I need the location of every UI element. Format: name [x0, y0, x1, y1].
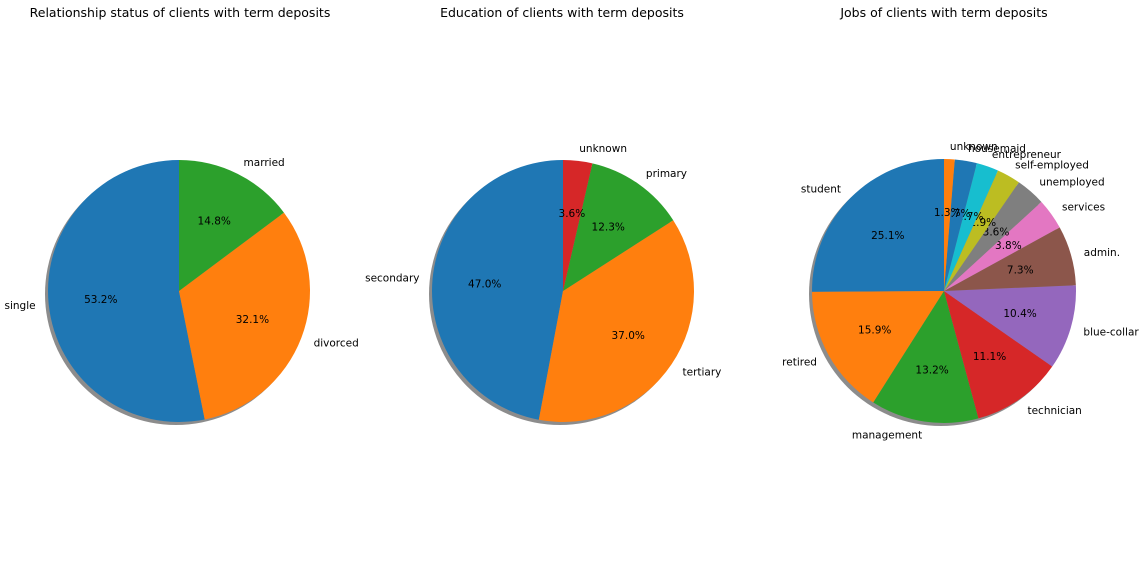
slice-percent-technician: 11.1% [973, 351, 1006, 363]
slice-label-tertiary: tertiary [683, 367, 722, 379]
slice-label-technician: technician [1027, 405, 1081, 417]
pie-slice-services [944, 201, 1060, 291]
slice-percent-student: 25.1% [871, 230, 904, 242]
slice-percent-admin: 7.3% [1007, 265, 1034, 277]
pie-slice-retired [812, 291, 944, 403]
slice-percent-retired: 15.9% [858, 324, 891, 336]
slice-label-blue-collar: blue-collar [1083, 327, 1139, 339]
pie-education: secondary 47.0% tertiary 37.0% primary 12.3% u… [365, 143, 721, 425]
slice-label-divorced: divorced [314, 338, 359, 350]
pie-slice-secondary [432, 160, 563, 420]
pie-slice-married [179, 160, 284, 291]
slice-label-student: student [801, 184, 841, 196]
slice-percent-married: 14.8% [198, 216, 231, 228]
slice-percent-unknown: 3.6% [559, 208, 586, 220]
slice-percent-tertiary: 37.0% [612, 330, 645, 342]
slice-label-secondary: secondary [365, 273, 419, 285]
slice-label-unknown: unknown [950, 141, 998, 153]
pie-slice-management [873, 291, 979, 423]
slice-label-primary: primary [646, 168, 687, 180]
pie-slice-primary [563, 163, 674, 291]
pie-slice-tertiary [538, 220, 694, 422]
chart-title-jobs: Jobs of clients with term deposits [839, 5, 1047, 20]
slice-label-unknown: unknown [579, 143, 627, 155]
pie-slice-divorced [179, 212, 310, 420]
slice-label-retired: retired [782, 356, 817, 368]
pie-slice-housemaid [944, 159, 977, 291]
slice-percent-primary: 12.3% [592, 222, 625, 234]
slice-label-married: married [244, 157, 285, 169]
slice-percent-blue-collar: 10.4% [1003, 308, 1036, 320]
slice-label-unemployed: unemployed [1039, 176, 1104, 188]
pie-slice-unknown [563, 160, 593, 291]
slice-percent-secondary: 47.0% [468, 279, 501, 291]
slice-percent-divorced: 32.1% [236, 314, 269, 326]
pie-slice-unknown [944, 159, 955, 291]
pie-slice-admin [944, 227, 1076, 291]
chart-title-relationship: Relationship status of clients with term… [30, 5, 331, 20]
pie-jobs: student 25.1% retired 15.9% management 13.2% t… [782, 141, 1139, 442]
pie-slice-student [811, 159, 944, 292]
slice-label-services: services [1062, 201, 1105, 213]
chart-title-education: Education of clients with term deposits [440, 5, 684, 20]
slice-label-single: single [5, 300, 36, 312]
pie-slice-technician [944, 291, 1053, 419]
slice-label-admin: admin. [1084, 247, 1120, 259]
pie-slice-single [48, 160, 205, 422]
slice-label-self-employed: self-employed [1015, 159, 1089, 171]
slice-percent-services: 3.8% [995, 240, 1022, 252]
pie-slice-blue-collar [944, 285, 1076, 367]
slice-percent-self-employed: 2.9% [969, 217, 996, 229]
pie-slice-entrepreneur [944, 163, 998, 291]
slice-label-management: management [852, 430, 922, 442]
pie-slice-self-employed [944, 170, 1019, 291]
slice-percent-unemployed: 3.6% [983, 226, 1010, 238]
slice-percent-unknown: 1.3% [934, 207, 961, 219]
slice-percent-single: 53.2% [84, 294, 117, 306]
slice-percent-management: 13.2% [915, 364, 948, 376]
pie-slice-unemployed [944, 182, 1042, 291]
slice-label-housemaid: housemaid [968, 143, 1026, 155]
pie-relationship: single 53.2% divorced 32.1% married 14.8% [5, 157, 359, 425]
slice-label-entrepreneur: entrepreneur [992, 149, 1062, 161]
